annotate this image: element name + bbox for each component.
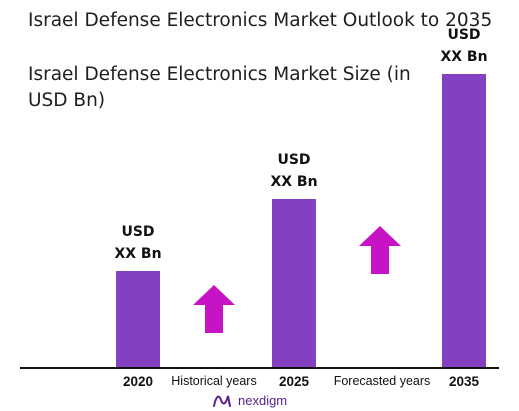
growth-arrow-forecasted-icon	[359, 226, 401, 274]
logo-text: nexdigm	[238, 392, 288, 408]
tick-label-2035: 2035	[448, 374, 480, 389]
growth-arrow-historical-icon	[193, 285, 235, 333]
data-label-2025: USD XX Bn	[270, 152, 318, 191]
chart-subtitle: Israel Defense Electronics Market Size (…	[28, 64, 411, 111]
data-label-2035: USD XX Bn	[440, 27, 488, 66]
nexdigm-logo-icon	[213, 395, 231, 407]
nexdigm-logo: nexdigm	[212, 391, 287, 409]
tick-label-2020: 2020	[122, 374, 154, 389]
chart-title: Israel Defense Electronics Market Outloo…	[28, 10, 493, 31]
x-axis-line	[20, 367, 499, 369]
bar-2020	[116, 271, 160, 367]
bar-2035	[442, 74, 486, 367]
tick-label-forecasted: Forecasted years	[333, 374, 431, 388]
tick-label-2025: 2025	[278, 374, 310, 389]
bar-2025	[272, 199, 316, 367]
data-label-2020: USD XX Bn	[114, 224, 162, 263]
tick-label-historical: Historical years	[171, 374, 257, 388]
